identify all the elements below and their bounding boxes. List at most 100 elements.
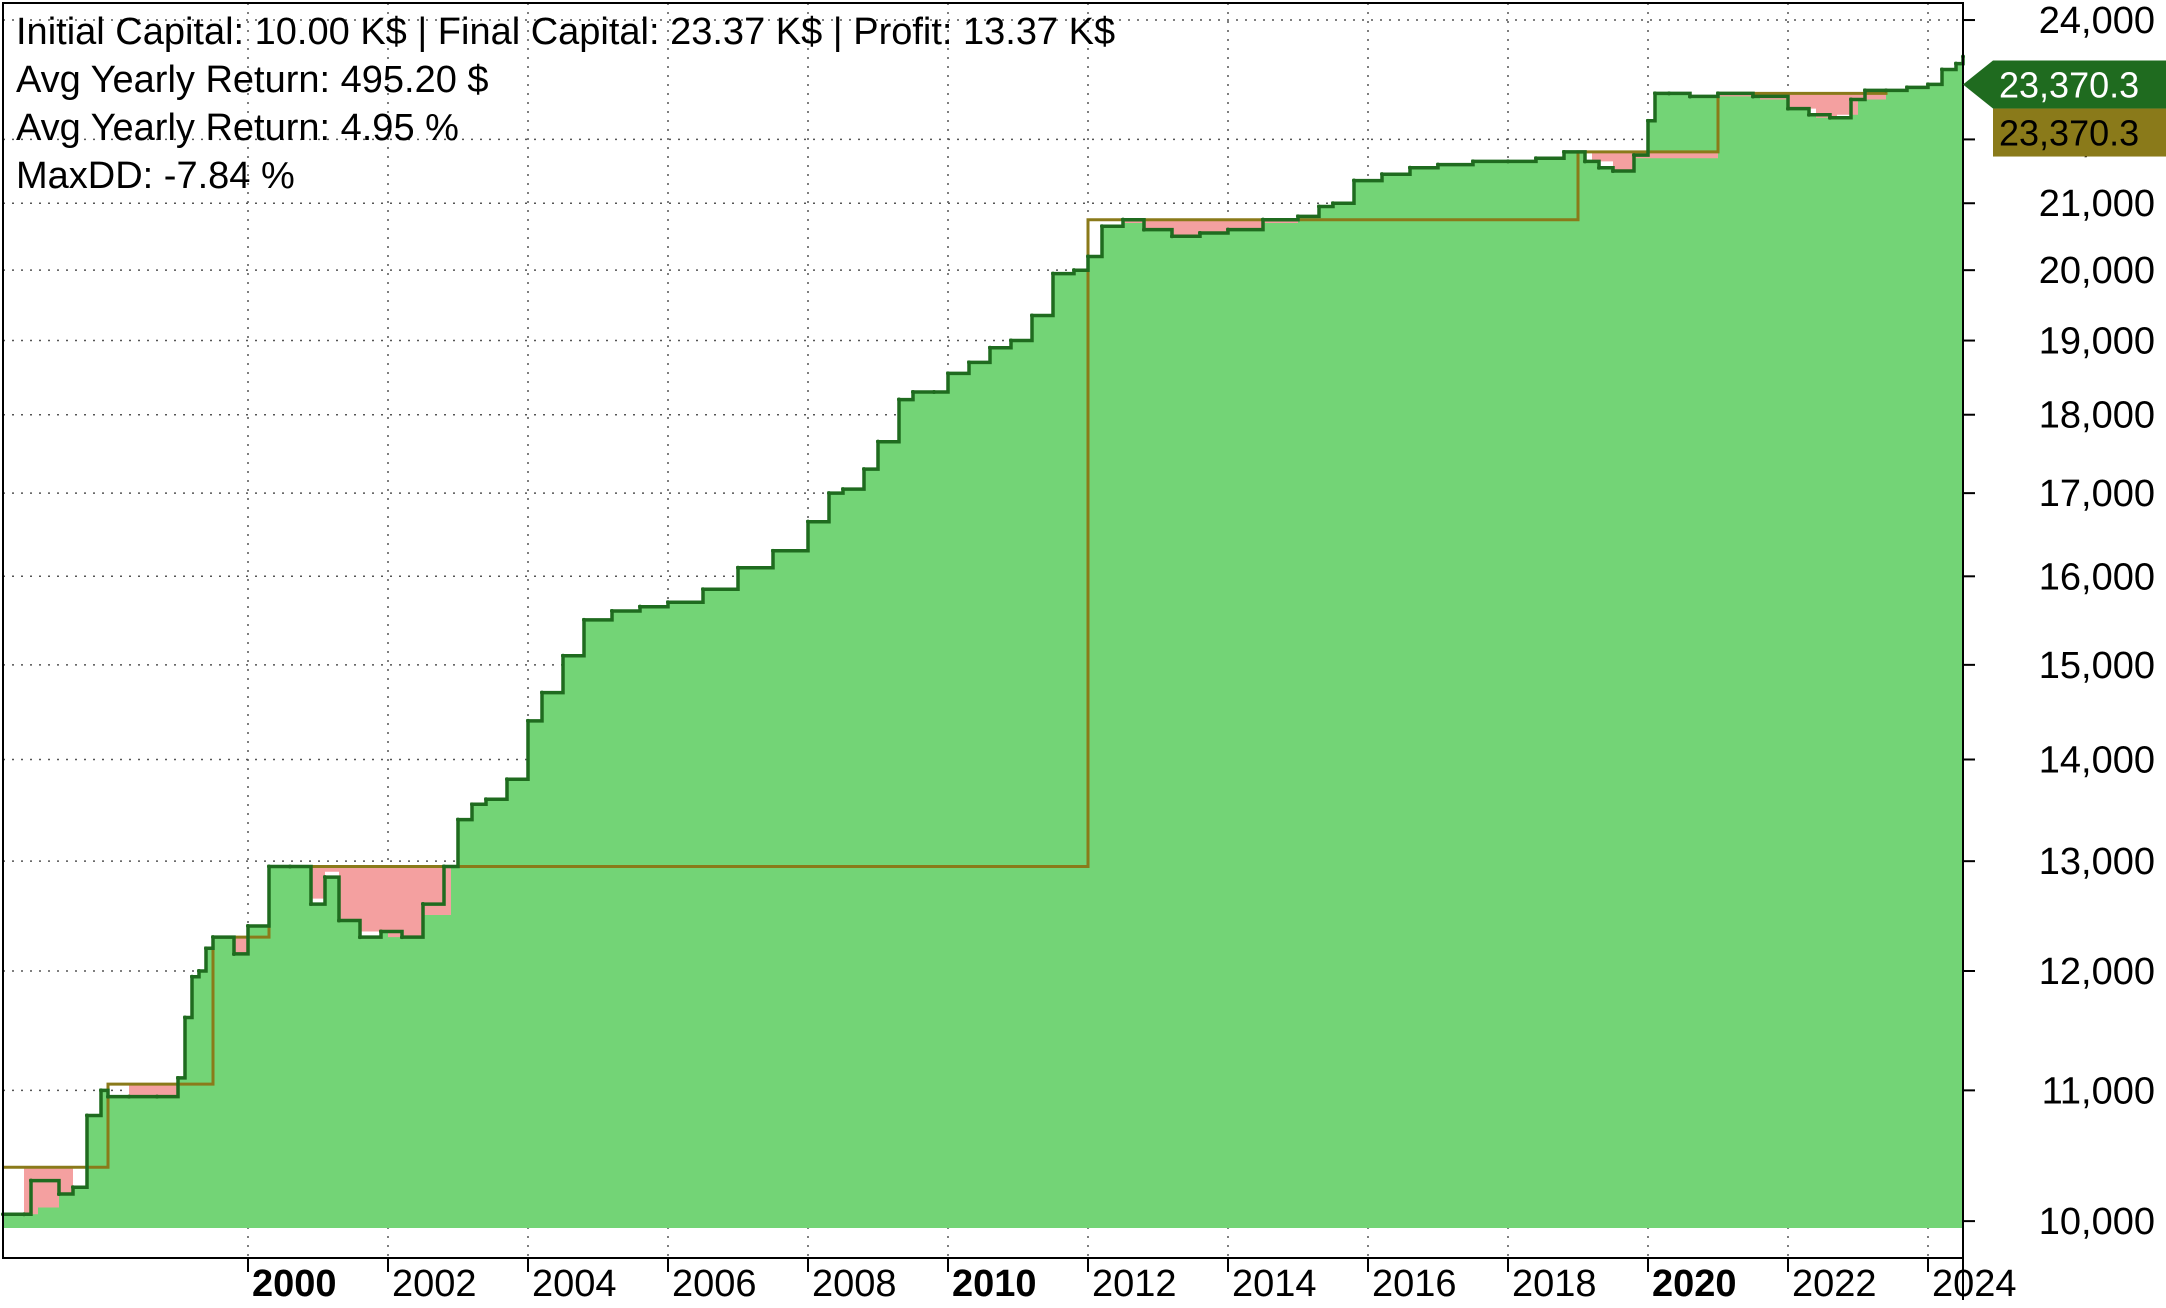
x-axis-ticks: 2000 2002 2004 2006 2008 2010 2012 2014 2016 2018… (247, 1258, 2017, 1305)
equity-point-37 (638, 604, 642, 609)
equity-point-30 (484, 797, 488, 802)
stat-line-max-drawdown: MaxDD: -7.84 % (16, 155, 295, 197)
last-value-tags: 23,370.3 23,370.3 (1963, 60, 2166, 157)
equity-point-50 (946, 371, 950, 376)
equity-point-47 (897, 397, 901, 402)
equity-point-70 (1408, 165, 1412, 170)
equity-point-23 (358, 935, 362, 940)
y-tick-label-4: 14,000 (2039, 740, 2155, 782)
equity-point-7 (106, 1094, 110, 1099)
equity-point-6 (99, 1088, 103, 1093)
equity-point-69 (1380, 172, 1384, 177)
stat-line-capital: Initial Capital: 10.00 K$ | Final Capita… (16, 11, 1115, 53)
last-value-tag-1: 23,370.3 (1993, 108, 2166, 157)
y-tick-label-5: 15,000 (2039, 645, 2155, 687)
x-tick-label-10: 2020 (1652, 1263, 1737, 1305)
equity-point-71 (1436, 162, 1440, 167)
equity-point-21 (323, 875, 327, 880)
equity-point-55 (1051, 271, 1055, 276)
equity-point-66 (1317, 204, 1321, 209)
equity-point-88 (1828, 115, 1832, 120)
equity-point-59 (1121, 217, 1125, 222)
equity-point-19 (288, 864, 292, 869)
equity-point-44 (841, 487, 845, 492)
last-value-tag-text-1: 23,370.3 (1999, 113, 2139, 154)
equity-point-15 (211, 935, 215, 940)
equity-point-53 (1009, 338, 1013, 343)
equity-point-79 (1632, 153, 1636, 158)
equity-point-83 (1688, 94, 1692, 99)
equity-point-94 (1940, 67, 1944, 72)
x-tick-label-9: 2018 (1512, 1263, 1597, 1305)
equity-point-12 (190, 974, 194, 979)
equity-point-73 (1506, 159, 1510, 164)
equity-point-39 (701, 587, 705, 592)
x-tick-label-7: 2014 (1232, 1263, 1317, 1305)
equity-point-93 (1926, 82, 1930, 87)
series-lines (1, 54, 1965, 1217)
equity-point-65 (1296, 214, 1300, 219)
last-value-tag-0: 23,370.3 (1963, 60, 2166, 109)
equity-point-31 (505, 777, 509, 782)
equity-point-34 (561, 653, 565, 658)
equity-point-81 (1653, 91, 1657, 96)
equity-point-16 (232, 951, 236, 956)
x-tick-label-0: 2000 (252, 1263, 337, 1305)
equity-point-76 (1583, 159, 1587, 164)
equity-point-68 (1352, 178, 1356, 183)
equity-point-26 (421, 902, 425, 907)
equity-point-92 (1905, 85, 1909, 90)
equity-area (3, 56, 1963, 1228)
equity-point-61 (1170, 234, 1174, 239)
equity-point-5 (85, 1113, 89, 1118)
equity-point-74 (1534, 156, 1538, 161)
equity-point-84 (1716, 91, 1720, 96)
equity-point-1 (22, 1212, 26, 1217)
x-tick-label-5: 2010 (952, 1263, 1037, 1305)
x-tick-label-2: 2004 (532, 1263, 617, 1305)
equity-point-57 (1086, 254, 1090, 259)
equity-point-48 (911, 390, 915, 395)
equity-point-78 (1611, 168, 1615, 173)
equity-point-17 (246, 924, 250, 929)
equity-point-13 (197, 968, 201, 973)
equity-point-10 (176, 1075, 180, 1080)
equity-point-20 (309, 902, 313, 907)
y-axis-ticks: 10,000 11,000 12,000 13,000 14,000 15,000 16,0… (1963, 0, 2155, 1243)
equity-point-85 (1751, 94, 1755, 99)
y-tick-label-2: 12,000 (2039, 951, 2155, 993)
stat-line-yearly-return-dollar: Avg Yearly Return: 495.20 $ (16, 59, 489, 101)
equity-point-40 (736, 565, 740, 570)
y-tick-label-6: 16,000 (2039, 556, 2155, 598)
equity-point-27 (442, 864, 446, 869)
equity-point-35 (582, 617, 586, 622)
equity-point-33 (540, 690, 544, 695)
equity-point-51 (967, 360, 971, 365)
x-tick-label-3: 2006 (672, 1263, 757, 1305)
equity-point-18 (267, 864, 271, 869)
equity-point-56 (1072, 268, 1076, 273)
x-tick-label-8: 2016 (1372, 1263, 1457, 1305)
y-tick-label-0: 10,000 (2039, 1201, 2155, 1243)
equity-point-62 (1198, 230, 1202, 235)
equity-point-54 (1030, 313, 1034, 318)
equity-point-25 (400, 935, 404, 940)
equity-point-58 (1100, 224, 1104, 229)
y-tick-label-8: 18,000 (2039, 395, 2155, 437)
equity-point-49 (932, 390, 936, 395)
x-tick-label-11: 2022 (1792, 1263, 1877, 1305)
equity-point-4 (71, 1185, 75, 1190)
x-tick-label-12: 2024 (1932, 1263, 2017, 1305)
last-value-tag-bg-1 (1993, 108, 2166, 157)
x-tick-label-4: 2008 (812, 1263, 897, 1305)
equity-point-43 (827, 491, 831, 496)
equity-point-32 (526, 718, 530, 723)
stat-line-yearly-return-percent: Avg Yearly Return: 4.95 % (16, 107, 459, 149)
y-tick-label-9: 19,000 (2039, 321, 2155, 363)
equity-point-90 (1863, 88, 1867, 93)
equity-point-38 (666, 600, 670, 605)
y-tick-label-7: 17,000 (2039, 473, 2155, 515)
y-tick-label-10: 20,000 (2039, 250, 2155, 292)
equity-point-91 (1884, 88, 1888, 93)
